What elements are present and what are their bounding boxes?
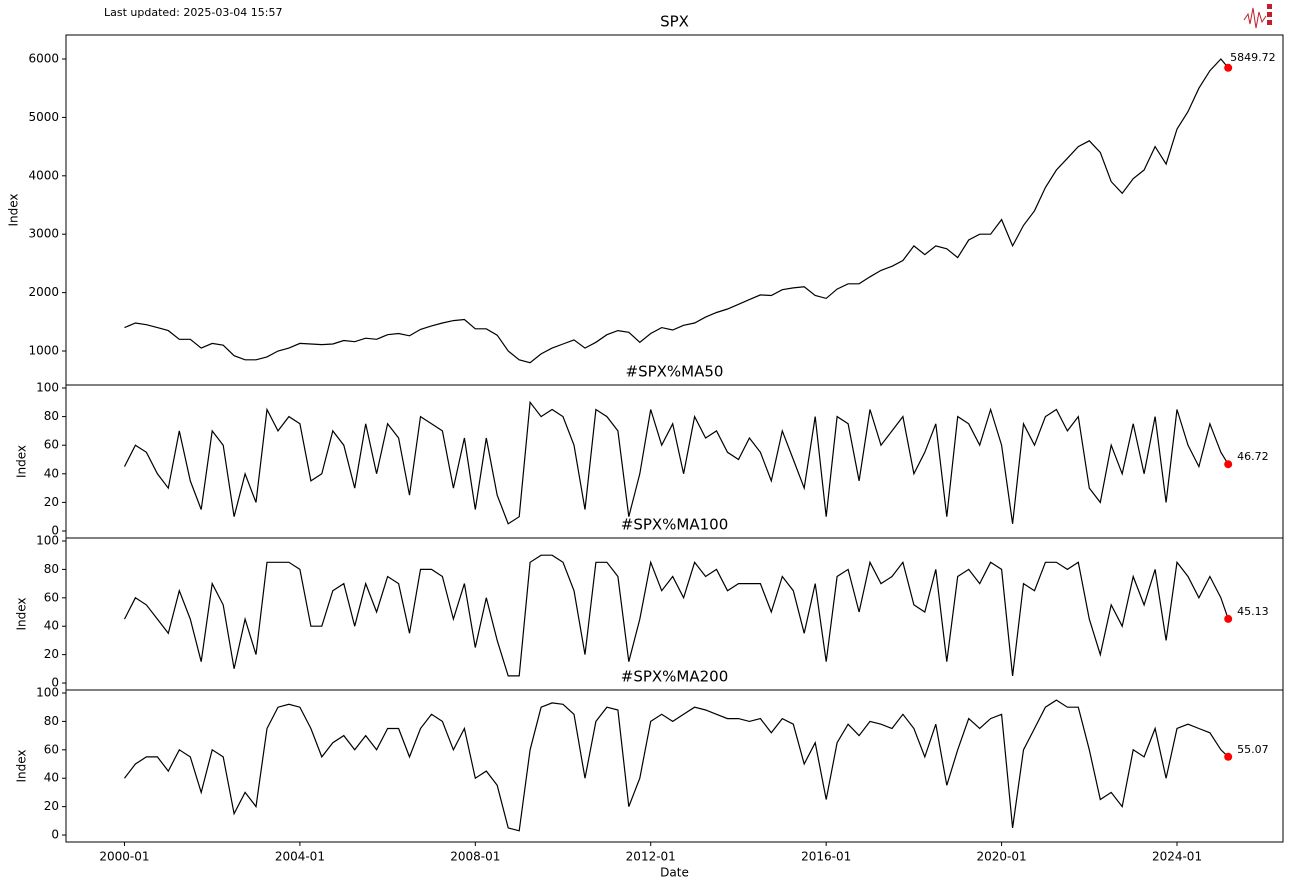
chart-title: #SPX%MA50 — [626, 363, 724, 381]
y-tick-label: 80 — [44, 409, 59, 423]
chart-title: #SPX%MA100 — [621, 516, 729, 534]
plot-frame — [65, 34, 1284, 386]
y-tick-label: 40 — [44, 466, 59, 480]
y-tick-label: 20 — [44, 799, 59, 813]
last-value-label: 55.07 — [1237, 743, 1269, 756]
y-tick-label: 2000 — [28, 285, 59, 299]
y-tick-label: 0 — [51, 523, 59, 537]
last-value-label: 45.13 — [1237, 605, 1269, 618]
logo — [1243, 4, 1272, 29]
y-tick-label: 6000 — [28, 52, 59, 66]
y-tick-label: 60 — [44, 438, 59, 452]
y-tick-label: 0 — [51, 828, 59, 842]
x-tick-label: 2024-01 — [1152, 850, 1202, 864]
x-tick-label: 2000-01 — [99, 850, 149, 864]
last-updated: Last updated: 2025-03-04 15:57 — [104, 6, 282, 19]
y-tick-label: 60 — [44, 742, 59, 756]
y-axis-label: Index — [15, 749, 29, 782]
y-tick-label: 5000 — [28, 110, 59, 124]
last-value-label: 46.72 — [1237, 450, 1269, 463]
y-tick-label: 100 — [36, 685, 59, 699]
last-point — [1224, 752, 1233, 761]
y-axis-label: Index — [15, 445, 29, 478]
x-tick-label: 2012-01 — [626, 850, 676, 864]
y-tick-label: 4000 — [28, 168, 59, 182]
last-point — [1224, 614, 1233, 623]
y-tick-label: 80 — [44, 714, 59, 728]
y-tick-label: 60 — [44, 590, 59, 604]
y-tick-label: 0 — [51, 676, 59, 690]
line — [124, 58, 1229, 364]
x-tick-label: 2004-01 — [275, 850, 325, 864]
chart-title: #SPX%MA200 — [621, 668, 729, 686]
chart-title: SPX — [660, 13, 689, 31]
x-axis-label: Date — [660, 866, 689, 880]
last-point — [1224, 63, 1233, 72]
y-axis-label: Index — [7, 193, 21, 226]
line — [123, 400, 1229, 525]
line — [124, 699, 1229, 832]
line — [123, 554, 1229, 677]
y-tick-label: 40 — [44, 771, 59, 785]
last-value-label: 5849.72 — [1230, 51, 1276, 64]
x-tick-label: 2016-01 — [801, 850, 851, 864]
y-tick-label: 3000 — [28, 227, 59, 241]
y-tick-label: 20 — [44, 647, 59, 661]
x-tick-label: 2020-01 — [977, 850, 1027, 864]
y-tick-label: 1000 — [28, 344, 59, 358]
y-tick-label: 20 — [44, 495, 59, 509]
x-tick-label: 2008-01 — [450, 850, 500, 864]
last-point — [1224, 460, 1233, 469]
y-tick-label: 100 — [36, 381, 59, 395]
y-tick-label: 100 — [36, 533, 59, 547]
y-tick-label: 80 — [44, 562, 59, 576]
plot-frame — [65, 689, 1284, 843]
y-tick-label: 40 — [44, 619, 59, 633]
y-axis-label: Index — [15, 597, 29, 630]
